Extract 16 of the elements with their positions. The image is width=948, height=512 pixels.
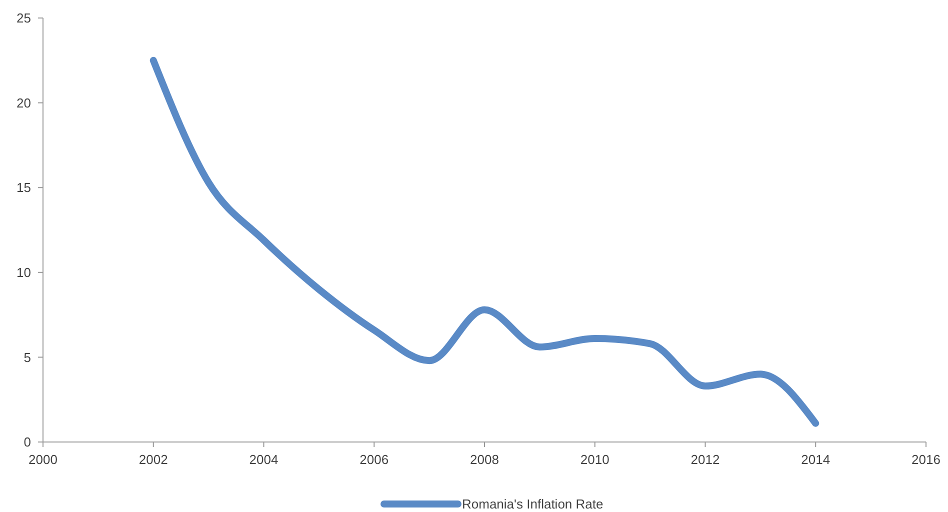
y-tick-label: 10 <box>16 264 31 280</box>
x-tick-label: 2006 <box>360 452 389 467</box>
text: Romania's Inflation Rate <box>462 496 604 512</box>
y-tick-label: 0 <box>24 434 31 450</box>
x-tick-label: 2004 <box>249 452 278 467</box>
x-tick-label: 2016 <box>912 452 940 467</box>
x-tick-label: 2010 <box>580 452 610 467</box>
x-tick-label: 2014 <box>801 452 830 467</box>
y-tick-label: 5 <box>24 350 31 365</box>
x-tick-label: 2002 <box>138 452 168 467</box>
y-tick-label: 15 <box>16 180 31 196</box>
y-tick-label: 20 <box>16 95 31 110</box>
x-tick-label: 2008 <box>470 452 499 467</box>
x-tick-label: 2000 <box>28 452 58 467</box>
y-tick-label: 25 <box>16 10 31 26</box>
x-tick-label: 2012 <box>690 452 720 467</box>
